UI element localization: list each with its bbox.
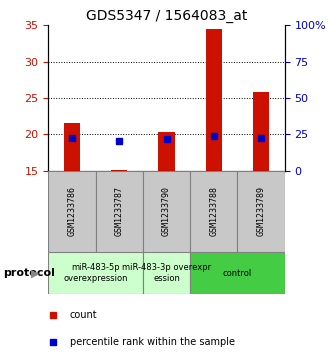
Text: ▶: ▶ bbox=[31, 268, 40, 278]
Text: GSM1233787: GSM1233787 bbox=[115, 187, 124, 236]
Bar bbox=[158, 132, 175, 171]
Bar bbox=[111, 170, 128, 171]
Bar bbox=[48, 171, 96, 252]
Text: GSM1233788: GSM1233788 bbox=[209, 187, 218, 236]
Bar bbox=[96, 171, 143, 252]
Bar bbox=[48, 252, 143, 294]
Bar bbox=[64, 123, 80, 171]
Bar bbox=[253, 92, 269, 171]
Text: percentile rank within the sample: percentile rank within the sample bbox=[70, 337, 234, 347]
Text: GSM1233789: GSM1233789 bbox=[256, 187, 266, 236]
Bar bbox=[205, 29, 222, 171]
Text: control: control bbox=[223, 269, 252, 278]
Text: GDS5347 / 1564083_at: GDS5347 / 1564083_at bbox=[86, 9, 247, 23]
Bar bbox=[190, 252, 285, 294]
Text: miR-483-5p
overexpression: miR-483-5p overexpression bbox=[63, 264, 128, 283]
Bar bbox=[237, 171, 285, 252]
Text: miR-483-3p overexpr
ession: miR-483-3p overexpr ession bbox=[122, 264, 211, 283]
Bar bbox=[143, 252, 190, 294]
Text: GSM1233786: GSM1233786 bbox=[67, 187, 77, 236]
Text: protocol: protocol bbox=[3, 268, 55, 278]
Bar bbox=[143, 171, 190, 252]
Text: GSM1233790: GSM1233790 bbox=[162, 187, 171, 236]
Text: count: count bbox=[70, 310, 97, 320]
Bar bbox=[190, 171, 237, 252]
